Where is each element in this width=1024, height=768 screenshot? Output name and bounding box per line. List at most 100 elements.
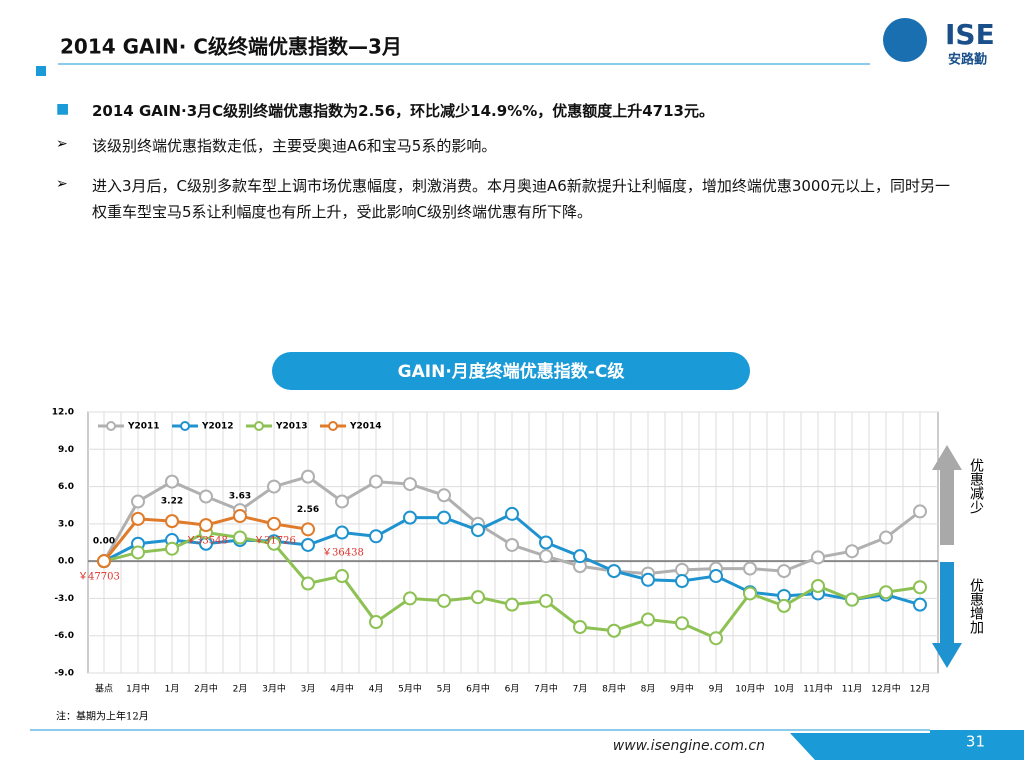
slide-title: 2014 GAIN· C级终端优惠指数—3月 — [60, 35, 402, 59]
point — [845, 544, 859, 559]
x-tick-label: 5月 — [437, 684, 452, 695]
header-square — [36, 66, 46, 76]
point — [777, 598, 791, 613]
page-number: 31 — [966, 733, 985, 751]
bullet: 进入3月后，C级别多款车型上调市场优惠幅度，刺激消费。本月奥迪A6新款提升让利幅… — [92, 177, 951, 221]
y-tick-label: 9.0 — [58, 445, 74, 455]
arrow-up-label: 优惠减少 — [968, 458, 984, 514]
point — [165, 514, 179, 529]
y-tick-label: 0.0 — [58, 557, 74, 567]
point — [505, 506, 519, 521]
point — [301, 537, 315, 552]
point — [403, 477, 417, 492]
point — [879, 530, 893, 545]
x-tick-label: 2月中 — [194, 683, 218, 695]
chart-title: GAIN·月度终端优惠指数-C级 — [398, 361, 625, 382]
point — [335, 569, 349, 584]
point — [437, 593, 451, 608]
x-tick-label: 7月 — [573, 684, 588, 695]
point — [131, 545, 145, 560]
point — [131, 494, 145, 509]
bullet: 该级别终端优惠指数走低，主要受奥迪A6和宝马5系的影响。 — [92, 137, 497, 155]
point — [573, 549, 587, 564]
y-tick-label: -3.0 — [54, 594, 74, 604]
point — [505, 597, 519, 612]
point — [369, 529, 383, 544]
x-tick-label: 9月 — [709, 684, 724, 695]
point — [913, 580, 927, 595]
x-tick-label: 6月中 — [466, 683, 490, 695]
point — [437, 488, 451, 503]
point — [301, 522, 315, 537]
price-label: ￥33548 — [186, 536, 228, 547]
point — [539, 593, 553, 608]
point — [301, 469, 315, 484]
point — [97, 554, 111, 569]
point — [267, 479, 281, 494]
x-tick-label: 4月中 — [330, 683, 354, 695]
arrow-down-label: 优惠增加 — [968, 578, 984, 635]
x-tick-label: 1月 — [165, 684, 180, 695]
x-tick-label: 8月中 — [602, 683, 626, 695]
point — [369, 474, 383, 489]
price-label: ￥47703 — [78, 572, 120, 583]
x-tick-label: 7月中 — [534, 683, 558, 695]
point — [267, 536, 281, 551]
logo-globe — [883, 18, 927, 62]
point — [165, 474, 179, 489]
x-tick-label: 11月中 — [803, 683, 832, 695]
x-tick-label: 8月 — [641, 684, 656, 695]
bullet-marker: ➢ — [56, 176, 68, 192]
x-tick-label: 5月中 — [398, 683, 422, 695]
x-tick-label: 4月 — [369, 684, 384, 695]
point — [335, 525, 349, 540]
x-tick-label: 9月中 — [670, 683, 694, 695]
x-tick-label: 6月 — [505, 684, 520, 695]
y-tick-label: -6.0 — [54, 631, 74, 641]
chart-title-pill — [272, 352, 750, 390]
page-box — [930, 730, 1024, 760]
price-label: ￥31726 — [254, 536, 296, 547]
arrow-down — [932, 562, 962, 668]
point — [675, 616, 689, 631]
point — [709, 631, 723, 646]
x-tick-label: 3月中 — [262, 683, 286, 695]
point — [403, 591, 417, 606]
point — [539, 535, 553, 550]
x-tick-label: 11月 — [842, 684, 862, 695]
legend-swatch — [254, 421, 264, 431]
point — [845, 592, 859, 607]
bullet: 2014 GAIN·3月C级别终端优惠指数为2.56，环比减少14.9%%，优惠… — [92, 102, 714, 120]
point — [743, 561, 757, 576]
x-tick-label: 1月中 — [126, 683, 150, 695]
legend-swatch — [106, 421, 116, 431]
logo-sub: 安路勤 — [948, 52, 987, 68]
point — [233, 509, 247, 524]
note: 注：基期为上年12月 — [56, 710, 149, 723]
x-tick-label: 10月 — [774, 684, 794, 695]
point — [471, 523, 485, 538]
legend-label: Y2011 — [127, 422, 160, 432]
point — [403, 510, 417, 525]
bullet-marker: ■ — [56, 101, 70, 117]
price-label: ￥36438 — [322, 548, 364, 559]
point — [675, 574, 689, 589]
x-tick-label: 2月 — [233, 684, 248, 695]
point — [165, 541, 179, 556]
point — [913, 504, 927, 519]
point — [709, 569, 723, 584]
point — [811, 579, 825, 593]
point — [607, 623, 621, 638]
logo: ISE — [945, 18, 995, 51]
point — [301, 576, 315, 591]
x-tick-label: 3月 — [301, 684, 316, 695]
x-tick-label: 10月中 — [735, 683, 764, 695]
data-label: 3.63 — [229, 492, 251, 502]
point — [913, 597, 927, 612]
point — [199, 489, 213, 504]
legend-label: Y2014 — [349, 422, 382, 432]
point — [233, 530, 247, 545]
point — [369, 615, 383, 630]
